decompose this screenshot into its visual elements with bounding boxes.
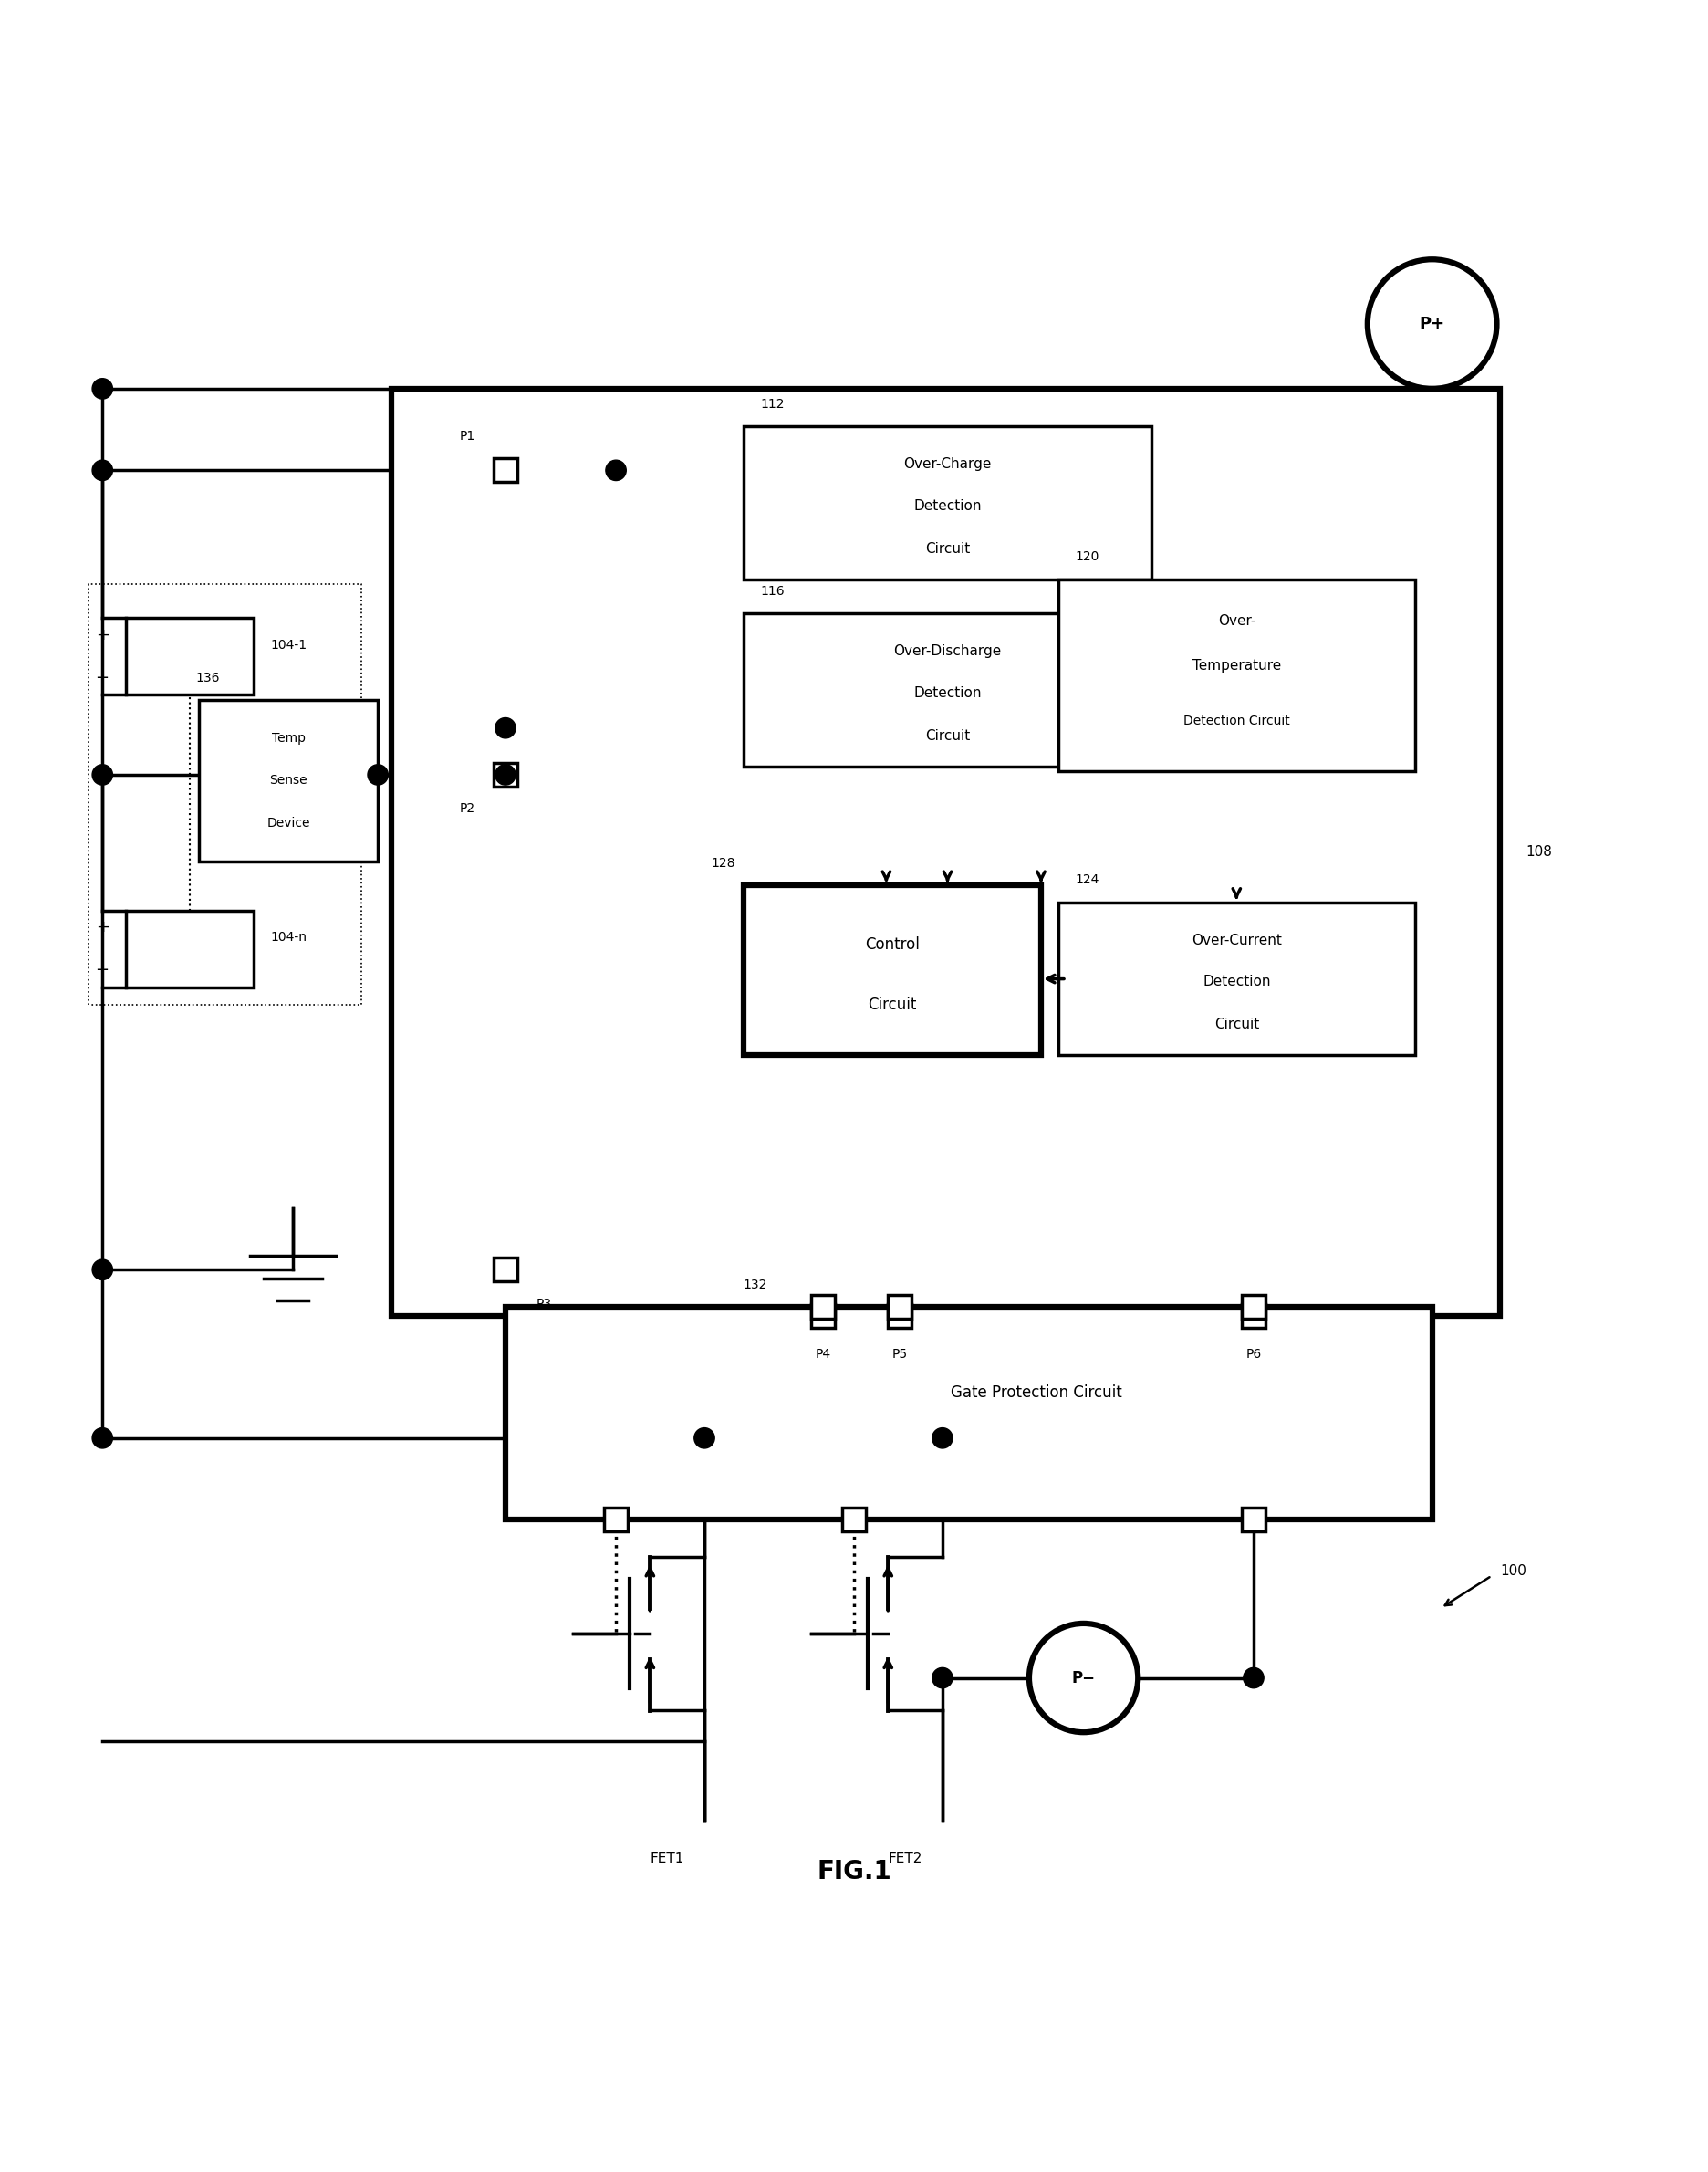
Text: FET1: FET1	[651, 1851, 683, 1866]
Text: 120: 120	[1074, 552, 1100, 563]
Text: Over-Charge: Over-Charge	[904, 458, 991, 471]
Circle shape	[92, 460, 113, 480]
Text: P1: P1	[459, 430, 475, 443]
Text: Detection Circuit: Detection Circuit	[1184, 715, 1290, 728]
Text: Over-Current: Over-Current	[1192, 934, 1281, 947]
Text: Over-: Over-	[1218, 615, 1255, 628]
Bar	[743, 426, 1151, 580]
Text: 116: 116	[760, 584, 784, 597]
Bar	[811, 1303, 835, 1327]
Bar	[605, 1507, 629, 1531]
Text: FET2: FET2	[888, 1851, 922, 1866]
Text: FIG.1: FIG.1	[816, 1859, 892, 1885]
Bar	[506, 1308, 1431, 1520]
Bar	[743, 886, 1042, 1056]
Text: Control: Control	[864, 936, 919, 954]
Text: Circuit: Circuit	[868, 997, 917, 1012]
Circle shape	[1243, 1668, 1264, 1688]
Text: P5: P5	[892, 1349, 907, 1362]
Circle shape	[92, 1260, 113, 1279]
Circle shape	[92, 378, 113, 400]
Text: Circuit: Circuit	[926, 730, 970, 743]
Text: +: +	[96, 628, 109, 643]
Text: 104-n: 104-n	[272, 932, 307, 945]
Text: −: −	[96, 962, 109, 980]
Text: Temperature: Temperature	[1192, 658, 1281, 673]
Circle shape	[606, 460, 627, 480]
Circle shape	[693, 1427, 714, 1449]
Text: P+: P+	[1419, 315, 1445, 332]
Bar	[1242, 1295, 1266, 1318]
Text: 112: 112	[760, 397, 784, 411]
Text: Detection: Detection	[914, 500, 982, 513]
Bar	[126, 910, 254, 988]
Bar	[1057, 901, 1416, 1056]
Text: Temp: Temp	[272, 732, 306, 745]
Text: P2: P2	[459, 801, 475, 814]
Circle shape	[92, 765, 113, 784]
Text: 128: 128	[711, 856, 734, 869]
Bar	[391, 389, 1500, 1316]
Text: Circuit: Circuit	[1214, 1019, 1259, 1032]
Text: −: −	[96, 669, 109, 686]
Bar	[1057, 580, 1416, 771]
Text: Over-Discharge: Over-Discharge	[893, 645, 1001, 658]
Bar	[743, 613, 1151, 767]
Text: Device: Device	[266, 817, 311, 830]
Text: Circuit: Circuit	[926, 541, 970, 556]
Text: +: +	[96, 919, 109, 936]
Bar	[200, 699, 377, 862]
Bar	[842, 1507, 866, 1531]
Text: Sense: Sense	[270, 775, 307, 786]
Bar	[126, 619, 254, 695]
Text: P6: P6	[1245, 1349, 1262, 1362]
Bar	[494, 458, 518, 482]
Bar	[494, 1258, 518, 1281]
Text: 132: 132	[743, 1279, 767, 1292]
Bar	[1242, 1303, 1266, 1327]
Text: Gate Protection Circuit: Gate Protection Circuit	[951, 1386, 1122, 1401]
Circle shape	[92, 1427, 113, 1449]
Text: 100: 100	[1500, 1564, 1527, 1577]
Circle shape	[933, 1427, 953, 1449]
Circle shape	[495, 765, 516, 784]
Bar	[1242, 1507, 1266, 1531]
Bar	[494, 762, 518, 786]
Text: P4: P4	[816, 1349, 832, 1362]
Text: 124: 124	[1074, 873, 1100, 886]
Text: Detection: Detection	[1202, 975, 1271, 988]
Text: 136: 136	[196, 671, 220, 684]
Text: Detection: Detection	[914, 686, 982, 699]
Bar	[888, 1303, 912, 1327]
Circle shape	[367, 765, 388, 784]
Circle shape	[495, 717, 516, 738]
Text: 108: 108	[1525, 845, 1553, 858]
Text: P3: P3	[536, 1297, 552, 1310]
Text: P−: P−	[1071, 1670, 1095, 1685]
Bar	[811, 1295, 835, 1318]
Text: 104-1: 104-1	[272, 639, 307, 652]
Bar	[888, 1295, 912, 1318]
Circle shape	[933, 1668, 953, 1688]
